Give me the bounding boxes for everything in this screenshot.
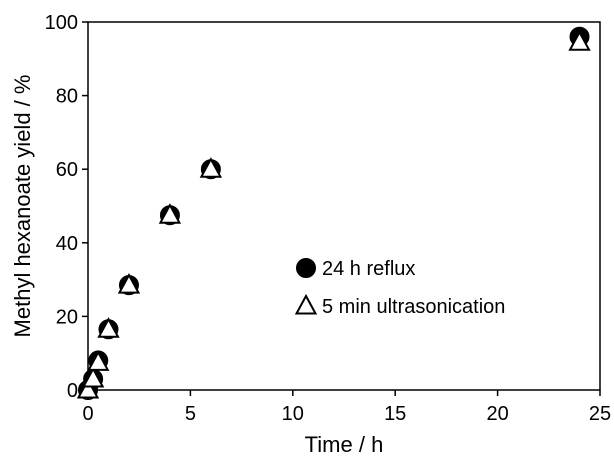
ultrasonication-point: [76, 377, 100, 399]
y-tick-label: 60: [56, 159, 78, 181]
ultrasonication-point: [81, 366, 105, 388]
ultrasonication-point: [87, 350, 110, 371]
ticks: 0 5 10 15 20 25 0 20 40 60 80 100: [45, 12, 612, 425]
x-tick-label: 20: [486, 403, 508, 425]
data-points: [76, 26, 591, 400]
x-tick-label: 5: [185, 403, 196, 425]
plot-frame: [87, 21, 601, 391]
legend-marker-reflux: [296, 258, 316, 278]
y-tick-label: 20: [56, 306, 78, 328]
x-tick-label: 15: [384, 403, 406, 425]
axes: [87, 21, 601, 391]
series-ultrasonication: [76, 30, 591, 399]
legend-label-reflux: 24 h reflux: [322, 258, 415, 280]
ultrasonication-point: [97, 317, 120, 338]
legend: 24 h reflux 5 min ultrasonication: [294, 258, 505, 318]
y-tick-label: 100: [45, 12, 78, 34]
legend-marker-ultrasonication: [294, 293, 318, 315]
y-tick-label: 80: [56, 86, 78, 108]
y-tick-label: 0: [67, 380, 78, 402]
x-tick-label: 25: [589, 403, 611, 425]
ultrasonication-point: [199, 157, 223, 178]
series-reflux: [78, 26, 590, 400]
x-axis-title: Time / h: [305, 432, 384, 457]
ultrasonication-point: [568, 30, 591, 51]
x-tick-label: 10: [282, 403, 304, 425]
ultrasonication-point: [117, 273, 141, 294]
y-axis-title: Methyl hexanoate yield / %: [10, 75, 35, 338]
legend-label-ultrasonication: 5 min ultrasonication: [322, 296, 505, 318]
y-tick-label: 40: [56, 233, 78, 255]
x-tick-label: 0: [82, 403, 93, 425]
ultrasonication-point: [158, 203, 182, 224]
